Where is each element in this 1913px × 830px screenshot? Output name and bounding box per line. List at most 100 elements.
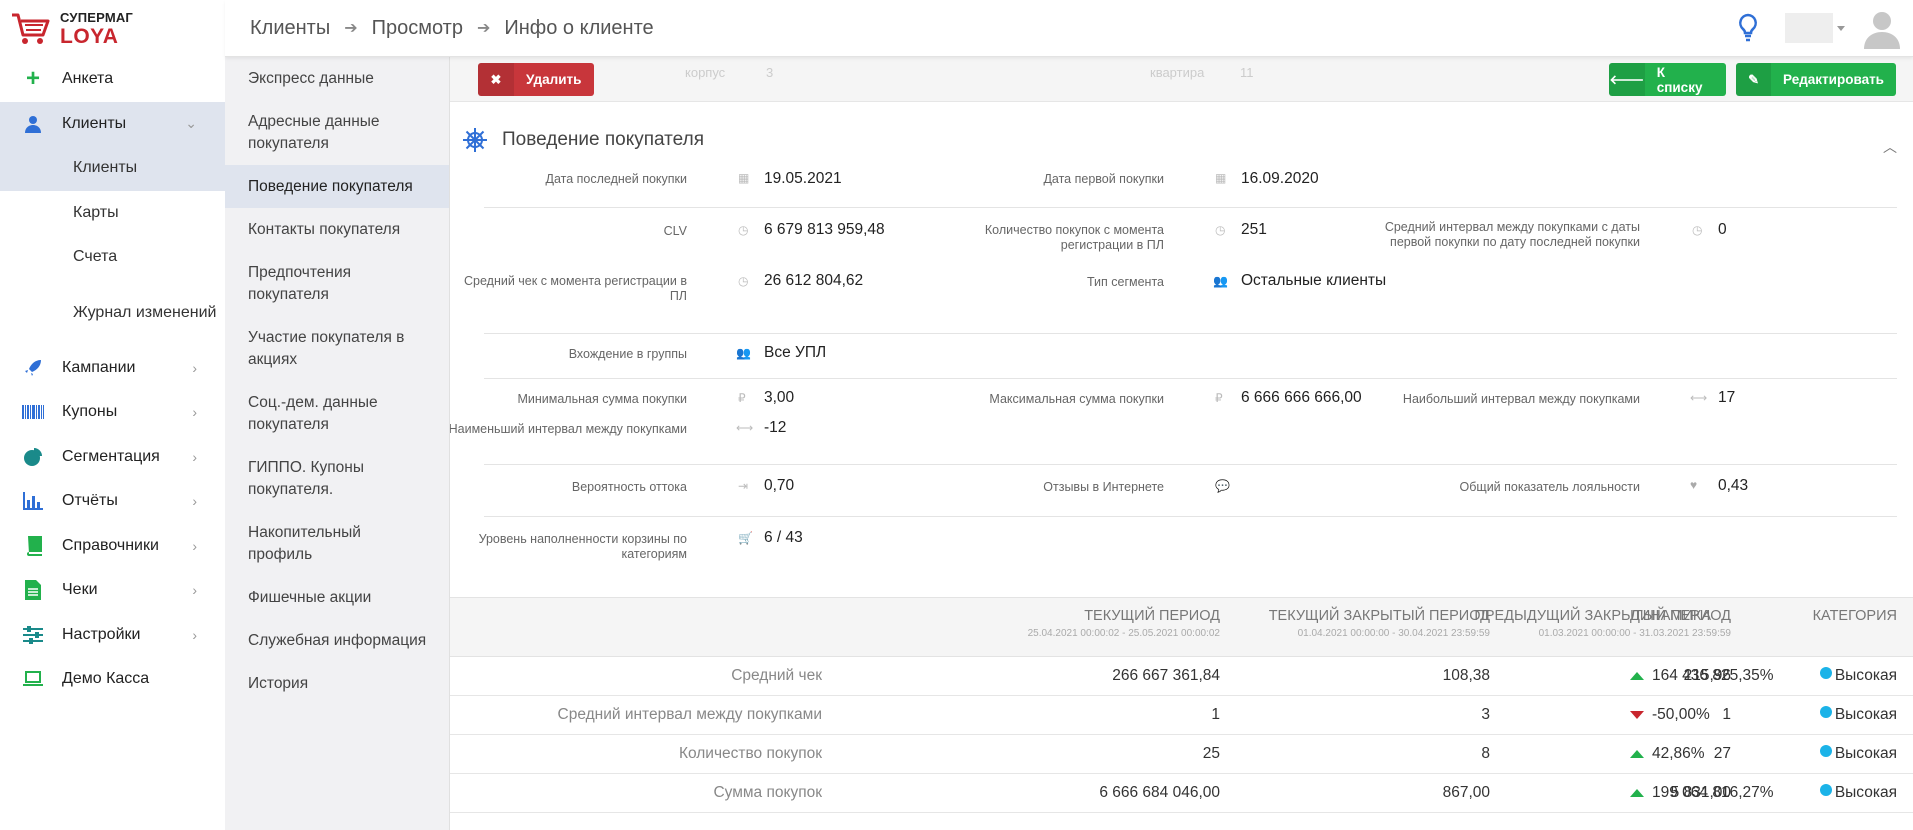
nav-sub-changelog[interactable]: Журнал изменений	[73, 303, 217, 321]
nav-anketa[interactable]: + Анкета	[0, 57, 225, 102]
nav-directories[interactable]: Справочники ›	[0, 524, 225, 569]
section-nav: Экспресс данные Адресные данные покупате…	[225, 57, 450, 830]
dynamics-table: ТЕКУЩИЙ ПЕРИОД 25.04.2021 00:00:02 - 25.…	[450, 597, 1913, 813]
delete-button[interactable]: ✖ Удалить	[478, 63, 594, 96]
bar-chart-icon	[22, 491, 44, 511]
cell-closed: 108,38	[1442, 667, 1490, 684]
purchase-count-label: Количество покупок с момента регистрации…	[984, 223, 1164, 252]
col-dynamics: ДИНАМИКА	[1630, 608, 1712, 624]
edit-button[interactable]: ✎ Редактировать	[1736, 63, 1896, 96]
breadcrumb-view[interactable]: Просмотр	[371, 16, 463, 39]
section-history[interactable]: История	[248, 675, 309, 692]
clv-label: CLV	[663, 224, 687, 238]
churn-value: 0,70	[764, 477, 795, 494]
arrow-left-icon: 🡐	[1609, 63, 1645, 96]
trend-up-icon	[1630, 750, 1644, 758]
nav-coupons-label: Купоны	[62, 403, 118, 421]
logo-bottom-text: LOYA	[60, 24, 119, 48]
avg-interval-value: 0	[1718, 221, 1727, 238]
chevron-right-icon: ›	[192, 359, 197, 376]
cell-prev: 5 831,00	[1670, 784, 1731, 801]
nav-settings-label: Настройки	[62, 625, 141, 643]
section-chip-promotions[interactable]: Фишечные акции	[248, 589, 372, 606]
ghost-korpus-label: корпус	[685, 65, 726, 80]
chevron-right-icon: ›	[192, 493, 197, 510]
nav-sub-cards[interactable]: Карты	[73, 203, 119, 221]
table-header: ТЕКУЩИЙ ПЕРИОД 25.04.2021 00:00:02 - 25.…	[450, 597, 1913, 657]
laptop-icon	[22, 669, 44, 689]
trend-down-icon	[1630, 711, 1644, 719]
table-row: Средний чек 266 667 361,84 108,38 215,96…	[450, 657, 1913, 696]
cell-category: Высокая	[1819, 745, 1897, 763]
to-list-button[interactable]: 🡐 К списку	[1609, 63, 1726, 96]
row-label: Средний чек	[731, 667, 822, 684]
section-promotions[interactable]: Участие покупателя в акциях	[248, 329, 405, 368]
user-menu[interactable]	[1785, 13, 1833, 43]
chevron-down-icon[interactable]	[1837, 25, 1845, 31]
nav-segmentation[interactable]: Сегментация ›	[0, 435, 225, 480]
logo-top-text: СУПЕРМАГ	[60, 9, 134, 25]
cell-prev: 1	[1722, 706, 1731, 723]
section-behavior[interactable]: Поведение покупателя	[225, 165, 449, 208]
table-row: Сумма покупок 6 666 684 046,00 867,00 5 …	[450, 774, 1913, 813]
pencil-icon: ✎	[1736, 63, 1772, 96]
section-gippo-coupons[interactable]: ГИППО. Купоны покупателя.	[248, 459, 364, 498]
category-value: Высокая	[1834, 784, 1897, 801]
section-preferences[interactable]: Предпочтения покупателя	[248, 264, 351, 303]
cell-current: 6 666 684 046,00	[1099, 784, 1220, 801]
section-address[interactable]: Адресные данные покупателя	[248, 113, 380, 152]
book-icon	[22, 535, 44, 556]
chevron-up-icon[interactable]: ︿	[1883, 139, 1897, 155]
dynamics-value: 199 064 816,27%	[1652, 784, 1774, 801]
lightbulb-icon[interactable]	[1736, 13, 1760, 43]
ghost-korpus-value: 3	[766, 65, 774, 80]
clock-icon: ◷	[738, 223, 749, 237]
section-service[interactable]: Служебная информация	[248, 632, 427, 649]
nav-directories-label: Справочники	[62, 536, 159, 554]
nav-campaigns-label: Кампании	[62, 358, 136, 376]
section-accumulative[interactable]: Накопительный профиль	[248, 524, 361, 563]
sliders-icon	[22, 625, 44, 645]
arrows-horizontal-icon: ⟷	[736, 421, 754, 435]
row-label: Средний интервал между покупками	[557, 706, 822, 723]
section-express[interactable]: Экспресс данные	[248, 70, 374, 87]
nav-receipts[interactable]: Чеки ›	[0, 568, 225, 613]
section-sociodem[interactable]: Соц.-дем. данные покупателя	[248, 394, 378, 433]
max-sum-label: Максимальная сумма покупки	[989, 392, 1164, 406]
cell-dynamics: -50,00%	[1630, 706, 1710, 724]
nav-campaigns[interactable]: Кампании ›	[0, 346, 225, 391]
cell-prev: 215,96	[1683, 667, 1731, 684]
first-purchase-value: 16.09.2020	[1241, 170, 1319, 187]
groups-label: Вхождение в группы	[568, 347, 687, 361]
nav-sub-clients[interactable]: Клиенты	[0, 146, 225, 191]
nav-segmentation-label: Сегментация	[62, 447, 160, 465]
avatar[interactable]	[1861, 7, 1903, 49]
nav-coupons[interactable]: Купоны ›	[0, 390, 225, 435]
plus-icon: +	[25, 65, 40, 93]
first-purchase-label: Дата первой покупки	[1043, 172, 1164, 186]
max-sum-value: 6 666 666 666,00	[1241, 389, 1362, 406]
category-value: Высокая	[1834, 667, 1897, 684]
min-sum-label: Минимальная сумма покупки	[517, 392, 687, 406]
clock-icon: ◷	[1692, 223, 1703, 237]
nav-reports[interactable]: Отчёты ›	[0, 479, 225, 524]
max-interval-value: 17	[1718, 389, 1736, 406]
pie-chart-icon	[22, 447, 44, 467]
section-contacts[interactable]: Контакты покупателя	[248, 221, 401, 238]
nav-clients[interactable]: Клиенты ⌄	[0, 101, 225, 146]
basket-label: Уровень наполненности корзины по категор…	[478, 532, 687, 561]
nav-clients-label: Клиенты	[62, 114, 127, 132]
logo[interactable]: СУПЕРМАГ LOYA	[0, 0, 225, 57]
cell-category: Высокая	[1819, 706, 1897, 724]
nav-sub-accounts[interactable]: Счета	[73, 248, 118, 266]
users-icon: 👥	[1213, 274, 1228, 288]
ruble-icon: ₽	[738, 391, 746, 405]
churn-label: Вероятность оттока	[571, 480, 687, 494]
ghost-apartment-value: 11	[1240, 65, 1254, 80]
loyalty-label: Общий показатель лояльности	[1459, 480, 1640, 494]
col-closed-period-range: 01.04.2021 00:00:00 - 30.04.2021 23:59:5…	[1297, 628, 1490, 639]
arrows-horizontal-icon: ⟷	[1690, 391, 1708, 405]
nav-demo-register[interactable]: Демо Касса	[0, 657, 225, 702]
nav-settings[interactable]: Настройки ›	[0, 613, 225, 658]
breadcrumb-clients[interactable]: Клиенты	[250, 16, 331, 39]
